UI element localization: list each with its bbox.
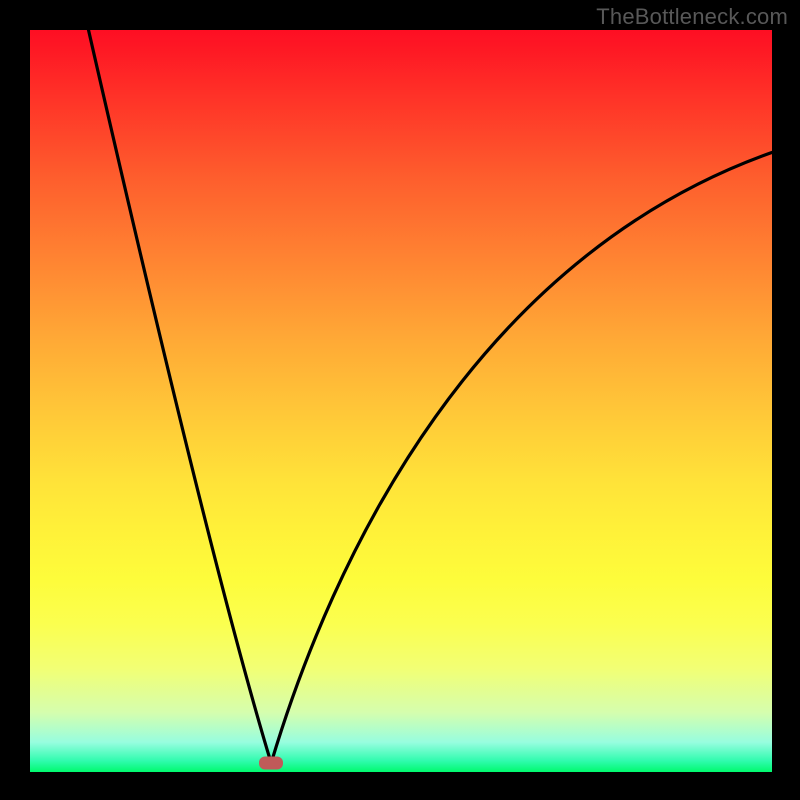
watermark-text: TheBottleneck.com bbox=[596, 4, 788, 30]
curve-svg bbox=[30, 30, 772, 772]
chart-container: TheBottleneck.com bbox=[0, 0, 800, 800]
minimum-marker bbox=[259, 757, 283, 770]
plot-area bbox=[30, 30, 772, 772]
